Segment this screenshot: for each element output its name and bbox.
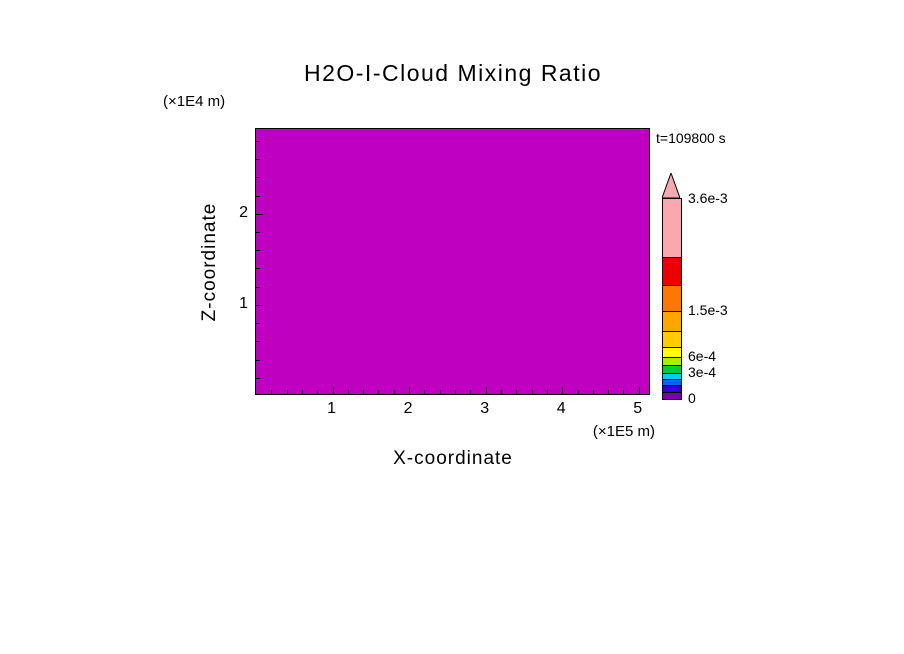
x-minor-tick <box>363 390 364 394</box>
x-minor-tick <box>516 390 517 394</box>
y-minor-tick <box>256 159 260 160</box>
x-major-tick <box>562 387 563 394</box>
x-minor-tick <box>317 390 318 394</box>
x-minor-tick <box>271 390 272 394</box>
x-tick-label: 5 <box>633 400 643 417</box>
x-tick-label: 4 <box>556 400 566 417</box>
colorbar-body <box>662 198 682 400</box>
y-major-tick <box>256 305 263 306</box>
x-major-tick <box>333 387 334 394</box>
x-minor-tick <box>501 390 502 394</box>
y-minor-tick <box>256 287 260 288</box>
y-minor-tick <box>256 341 260 342</box>
plot-area <box>255 128 650 395</box>
x-minor-tick <box>455 390 456 394</box>
y-tick-label: 2 <box>239 203 248 221</box>
y-minor-tick <box>256 378 260 379</box>
y-minor-tick <box>256 268 260 269</box>
colorbar-segment <box>663 311 681 331</box>
y-minor-tick <box>256 141 260 142</box>
x-tick-label: 2 <box>403 400 413 417</box>
colorbar-segment <box>663 347 681 357</box>
x-major-tick <box>486 387 487 394</box>
x-minor-tick <box>532 390 533 394</box>
x-major-tick <box>639 387 640 394</box>
time-annotation: t=109800 s <box>656 130 726 146</box>
colorbar-segment <box>663 392 681 399</box>
x-axis-units-label: (×1E5 m) <box>592 423 655 440</box>
colorbar-segment <box>663 257 681 285</box>
x-minor-tick <box>424 390 425 394</box>
y-minor-tick <box>256 196 260 197</box>
y-minor-tick <box>256 360 260 361</box>
y-minor-tick <box>256 250 260 251</box>
y-axis-units-label: (×1E4 m) <box>163 93 226 110</box>
y-tick-label: 1 <box>239 294 248 312</box>
colorbar-value-label: 1.5e-3 <box>688 302 728 318</box>
x-minor-tick <box>302 390 303 394</box>
y-minor-tick <box>256 177 260 178</box>
x-minor-tick <box>394 390 395 394</box>
x-minor-tick <box>440 390 441 394</box>
x-minor-tick <box>623 390 624 394</box>
y-axis-title: Z-coordinate <box>199 202 220 322</box>
x-tick-label: 3 <box>480 400 490 417</box>
colorbar-segment <box>663 373 681 379</box>
x-minor-tick <box>287 390 288 394</box>
colorbar-segment <box>663 285 681 311</box>
colorbar-segment <box>663 357 681 365</box>
colorbar-segment <box>663 365 681 373</box>
colorbar-arrow-icon <box>662 173 680 198</box>
y-minor-tick <box>256 232 260 233</box>
x-minor-tick <box>348 390 349 394</box>
x-axis-title: X-coordinate <box>393 448 513 469</box>
y-major-tick <box>256 214 263 215</box>
chart-title: H2O-I-Cloud Mixing Ratio <box>303 60 603 86</box>
colorbar-value-label: 0 <box>688 390 696 406</box>
colorbar-segment <box>663 199 681 257</box>
x-minor-tick <box>578 390 579 394</box>
x-tick-label: 1 <box>327 400 336 417</box>
colorbar-segment <box>663 331 681 347</box>
x-minor-tick <box>608 390 609 394</box>
y-minor-tick <box>256 323 260 324</box>
x-minor-tick <box>470 390 471 394</box>
colorbar-segment <box>663 379 681 385</box>
colorbar-segment <box>663 385 681 392</box>
colorbar-value-label: 6e-4 <box>688 348 717 364</box>
colorbar-value-label: 3e-4 <box>688 364 717 380</box>
x-minor-tick <box>547 390 548 394</box>
colorbar-value-label: 3.6e-3 <box>688 190 728 206</box>
x-major-tick <box>409 387 410 394</box>
x-minor-tick <box>378 390 379 394</box>
x-minor-tick <box>593 390 594 394</box>
